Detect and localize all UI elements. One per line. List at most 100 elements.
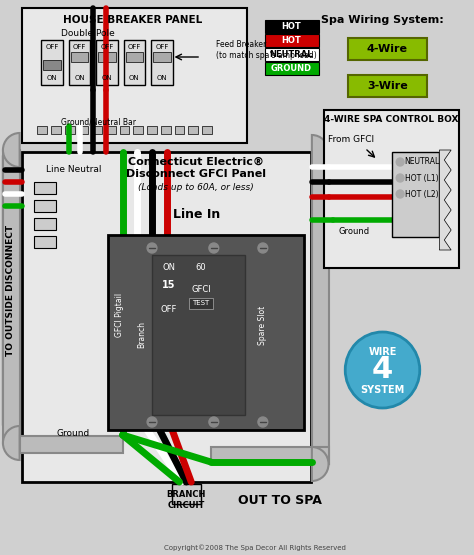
Bar — [34, 218, 56, 230]
Bar — [71, 52, 88, 62]
Bar — [106, 126, 116, 134]
Text: ON: ON — [46, 75, 57, 81]
Bar — [126, 52, 143, 62]
Text: 3-Wire: 3-Wire — [367, 81, 408, 91]
Text: 60: 60 — [196, 264, 206, 273]
Text: 4-Wire: 4-Wire — [367, 44, 408, 54]
Text: OUT TO SPA: OUT TO SPA — [237, 493, 321, 507]
Text: 4: 4 — [372, 356, 393, 385]
Text: ON: ON — [101, 75, 112, 81]
Text: 4-WIRE SPA CONTROL BOX: 4-WIRE SPA CONTROL BOX — [324, 115, 458, 124]
Text: ON: ON — [156, 75, 167, 81]
Circle shape — [209, 417, 219, 427]
Text: HOT: HOT — [282, 22, 301, 31]
Bar — [174, 126, 184, 134]
Text: GFCI: GFCI — [191, 285, 211, 295]
Bar — [43, 60, 61, 70]
Circle shape — [345, 332, 420, 408]
Text: TEST: TEST — [192, 300, 210, 306]
Wedge shape — [312, 135, 328, 169]
Text: NEUTRAL: NEUTRAL — [270, 50, 313, 59]
Text: Ground/Neutral Bar: Ground/Neutral Bar — [61, 118, 136, 127]
Bar — [34, 200, 56, 212]
Bar — [22, 8, 247, 143]
Bar — [2, 155, 19, 425]
Bar — [152, 255, 245, 415]
Bar — [85, 437, 97, 445]
Text: OFF: OFF — [161, 305, 177, 315]
Circle shape — [396, 158, 404, 166]
Text: Double Pole: Double Pole — [62, 28, 115, 38]
Bar — [188, 126, 198, 134]
Text: HOT (L2): HOT (L2) — [405, 189, 438, 199]
Bar — [54, 437, 66, 445]
Bar — [37, 126, 47, 134]
Bar — [98, 52, 116, 62]
Bar — [172, 484, 201, 504]
Text: TO OUTSIDE DISCONNECT: TO OUTSIDE DISCONNECT — [6, 224, 15, 356]
Bar — [348, 75, 427, 97]
Circle shape — [147, 243, 157, 253]
Text: Line Neutral: Line Neutral — [46, 165, 101, 174]
Text: BRANCH
CIRCUIT: BRANCH CIRCUIT — [167, 490, 206, 509]
Text: Copyright©2008 The Spa Decor All Rights Reserved: Copyright©2008 The Spa Decor All Rights … — [164, 544, 346, 551]
Bar — [41, 40, 63, 85]
Bar — [265, 48, 319, 61]
Text: OFF: OFF — [128, 44, 141, 50]
Text: Spare Slot: Spare Slot — [258, 305, 267, 345]
Bar — [92, 126, 102, 134]
Bar — [392, 152, 439, 237]
Text: OFF: OFF — [73, 44, 86, 50]
Bar — [108, 235, 304, 430]
Text: Connecticut Electric®
Disconnect GFCI Panel: Connecticut Electric® Disconnect GFCI Pa… — [126, 157, 266, 179]
Bar — [65, 126, 74, 134]
Text: HOUSE BREAKER PANEL: HOUSE BREAKER PANEL — [63, 15, 202, 25]
Text: HOT (L1): HOT (L1) — [405, 174, 438, 183]
Circle shape — [147, 417, 157, 427]
Text: GFCI Pigtail: GFCI Pigtail — [115, 293, 124, 337]
Bar — [124, 40, 145, 85]
Circle shape — [258, 243, 268, 253]
Wedge shape — [3, 426, 19, 460]
Bar — [119, 126, 129, 134]
Bar — [161, 126, 171, 134]
Text: HOT: HOT — [282, 36, 301, 45]
Bar — [189, 298, 213, 309]
Text: NEUTRAL: NEUTRAL — [404, 158, 439, 166]
Text: ON: ON — [162, 264, 175, 273]
Text: ON: ON — [129, 75, 140, 81]
Bar — [70, 437, 82, 445]
Bar — [211, 447, 328, 464]
Bar — [265, 62, 319, 75]
Bar — [147, 126, 157, 134]
Polygon shape — [439, 150, 451, 250]
Bar — [3, 150, 19, 443]
Bar — [324, 110, 459, 268]
Bar — [19, 436, 123, 453]
Bar — [312, 152, 328, 464]
Text: Branch: Branch — [138, 321, 147, 349]
Text: ON: ON — [74, 75, 85, 81]
Circle shape — [396, 190, 404, 198]
Circle shape — [258, 417, 268, 427]
Text: (Loads up to 60A, or less): (Loads up to 60A, or less) — [138, 184, 254, 193]
Text: SYSTEM: SYSTEM — [360, 385, 405, 395]
Bar — [22, 152, 311, 482]
Text: 15: 15 — [162, 280, 175, 290]
Text: OFF: OFF — [100, 44, 114, 50]
Bar — [96, 40, 118, 85]
Bar — [34, 236, 56, 248]
Text: Line In: Line In — [173, 209, 220, 221]
Bar — [348, 38, 427, 60]
Text: WIRE: WIRE — [368, 347, 397, 357]
Bar — [51, 126, 61, 134]
Bar — [265, 34, 319, 47]
Wedge shape — [3, 133, 19, 167]
Bar — [133, 126, 143, 134]
Bar — [153, 52, 171, 62]
Bar — [69, 40, 90, 85]
Bar — [151, 40, 173, 85]
Bar — [34, 182, 56, 194]
Text: Ground: Ground — [57, 428, 90, 437]
Circle shape — [396, 174, 404, 182]
